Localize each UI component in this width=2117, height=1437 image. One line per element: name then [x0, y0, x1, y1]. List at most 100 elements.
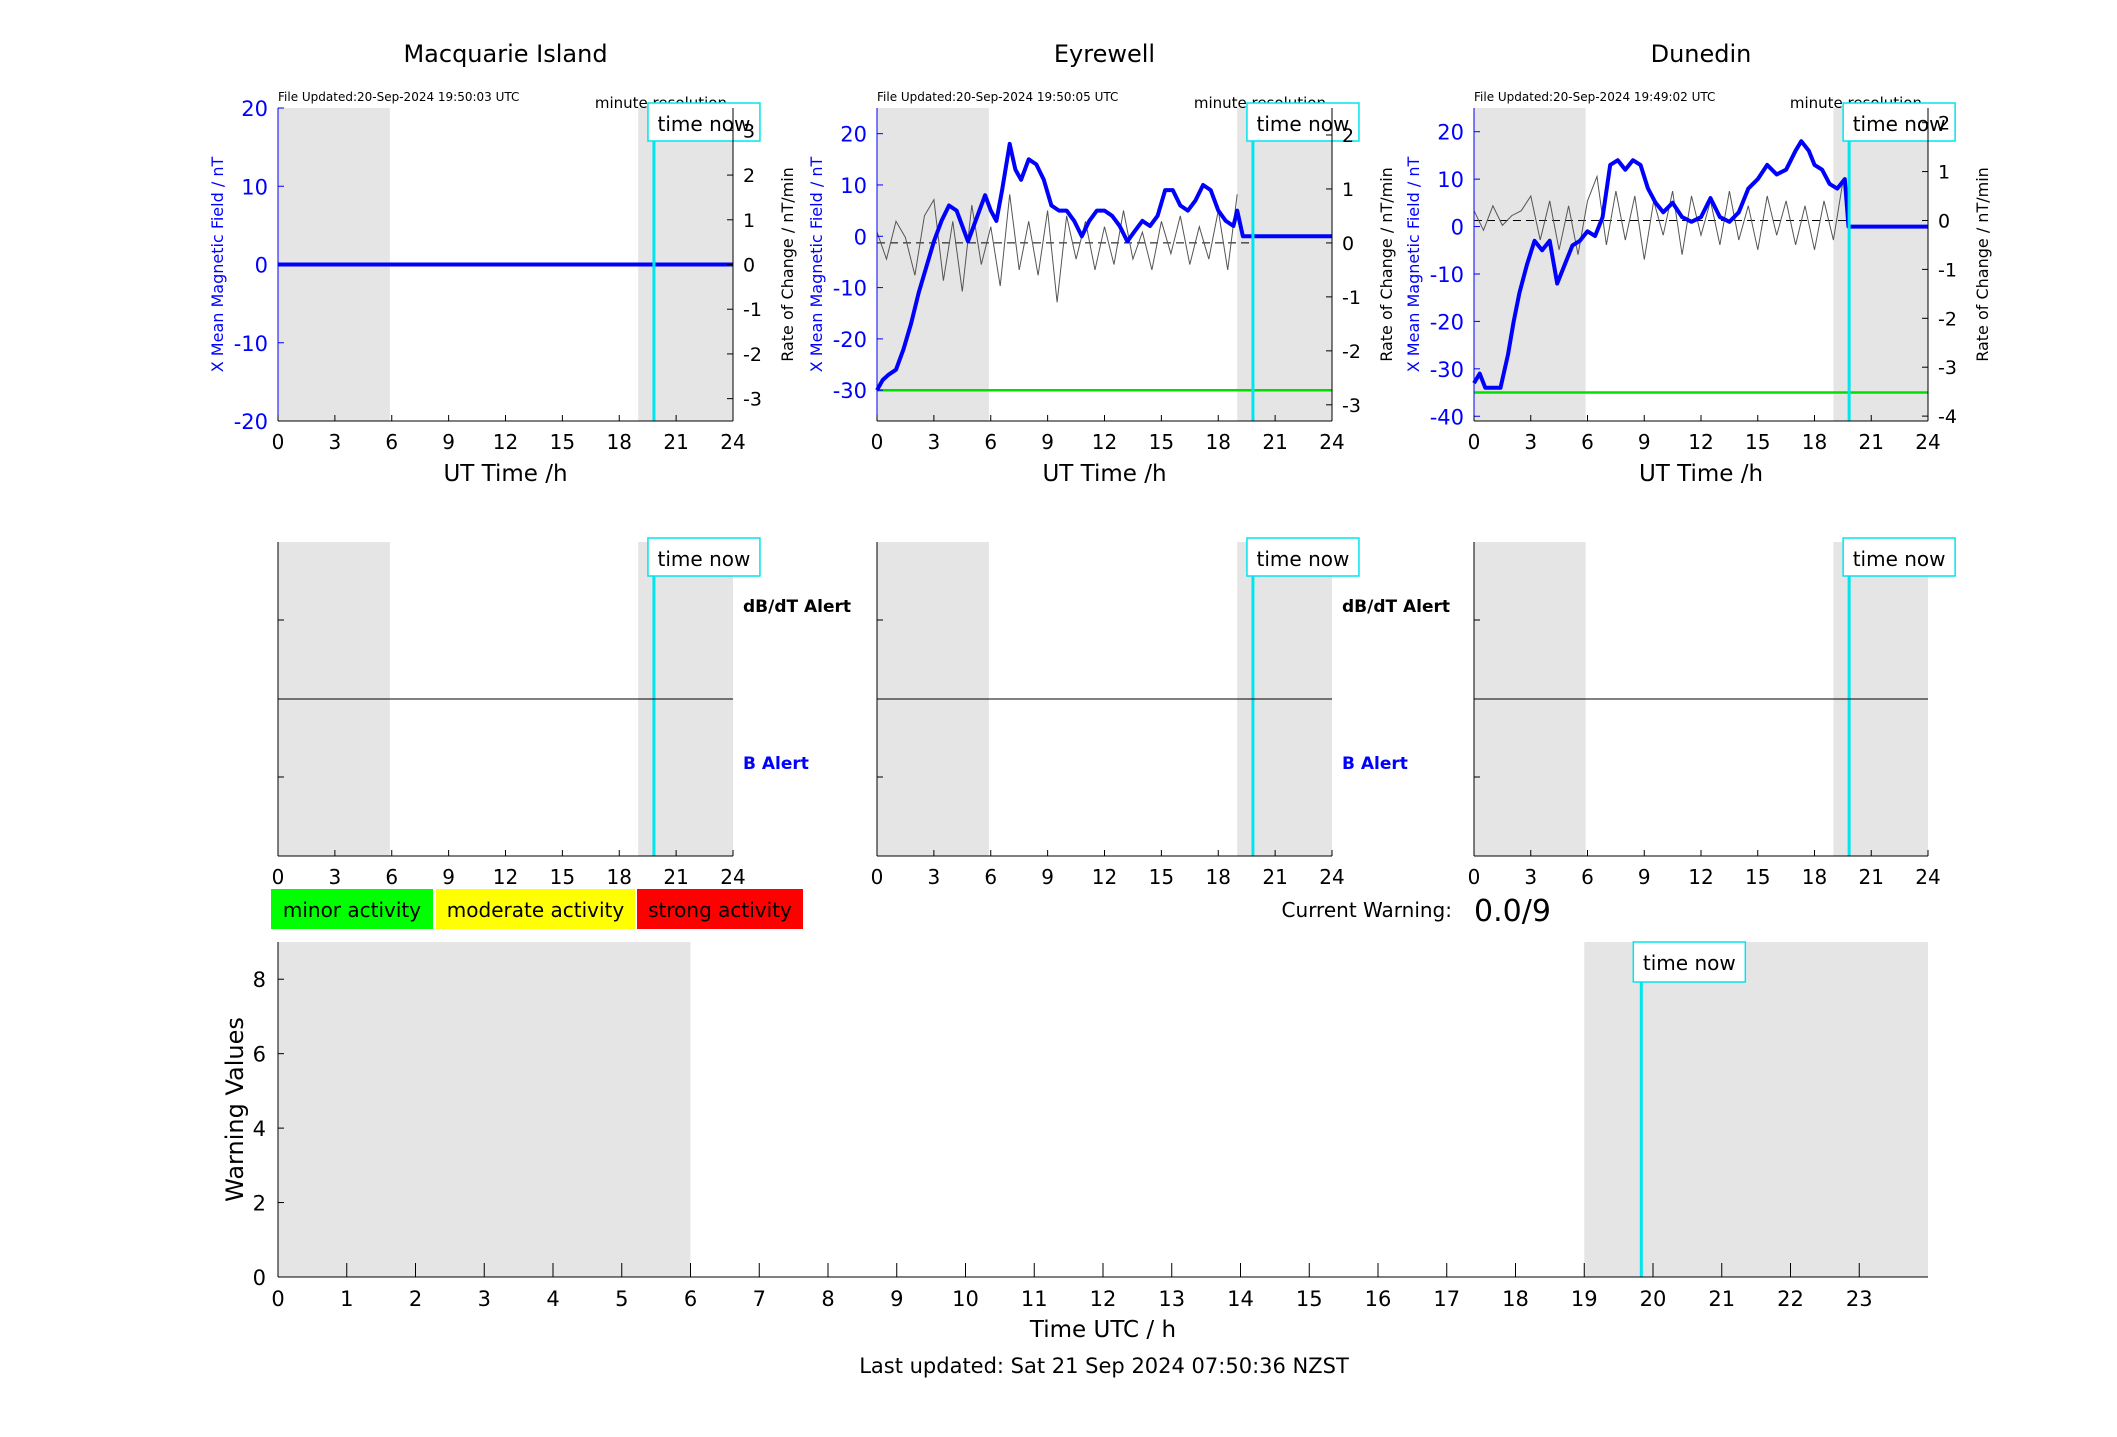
night-shading-0	[877, 108, 989, 421]
warning-x-tick-label: 16	[1365, 1287, 1392, 1311]
warning-x-tick-label: 21	[1708, 1287, 1735, 1311]
left-y-tick-label: -20	[234, 410, 268, 434]
time-now-box	[1632, 941, 1747, 983]
warning-y-tick-label: 6	[253, 1043, 266, 1067]
alert-x-tick-label: 21	[1262, 865, 1287, 889]
activity-legend-label: strong activity	[648, 898, 792, 922]
alert-x-tick-label: 9	[1041, 865, 1054, 889]
warning-x-tick-label: 5	[615, 1287, 628, 1311]
field-x-tick-label: 15	[1149, 430, 1174, 454]
alert-x-tick-label: 9	[442, 865, 455, 889]
right-y-axis-label: Rate of Change / nT/min	[1377, 167, 1396, 362]
warning-x-tick-label: 18	[1502, 1287, 1529, 1311]
alert-x-tick-label: 12	[1688, 865, 1713, 889]
warning-x-tick-label: 1	[340, 1287, 353, 1311]
alert-x-tick-label: 15	[1149, 865, 1174, 889]
alert-x-tick-label: 18	[1206, 865, 1231, 889]
left-y-tick-label: -10	[234, 332, 268, 356]
left-y-tick-label: 20	[1437, 121, 1464, 145]
file-updated-label: File Updated:20-Sep-2024 19:50:05 UTC	[877, 90, 1118, 104]
field-x-tick-label: 18	[607, 430, 632, 454]
field-x-tick-label: 0	[1468, 430, 1481, 454]
right-y-tick-label: 0	[743, 255, 755, 277]
warning-x-tick-label: 0	[271, 1287, 284, 1311]
field-x-tick-label: 21	[1262, 430, 1287, 454]
field-x-tick-label: 0	[871, 430, 884, 454]
alert-x-tick-label: 6	[1581, 865, 1594, 889]
left-y-tick-label: -10	[1430, 263, 1464, 287]
time-now-label: time now	[1853, 112, 1946, 136]
field-x-tick-label: 9	[1638, 430, 1651, 454]
time-now-box	[647, 537, 761, 577]
alert-x-tick-label: 18	[1802, 865, 1827, 889]
alert-x-tick-label: 3	[329, 865, 342, 889]
right-y-tick-label: -4	[1938, 406, 1957, 428]
left-y-tick-label: -30	[833, 379, 867, 403]
night-shading-0	[278, 942, 691, 1277]
warning-x-tick-label: 19	[1571, 1287, 1598, 1311]
right-y-tick-label: -3	[1938, 357, 1957, 379]
right-y-tick-label: 0	[1342, 233, 1354, 255]
last-updated-label: Last updated: Sat 21 Sep 2024 07:50:36 N…	[859, 1354, 1349, 1378]
right-y-tick-label: 2	[1342, 125, 1354, 147]
activity-legend-swatch-0	[271, 889, 433, 929]
field-x-tick-label: 15	[550, 430, 575, 454]
warning-y-tick-label: 2	[253, 1192, 266, 1216]
alert-x-tick-label: 12	[493, 865, 518, 889]
warning-y-tick-label: 4	[253, 1117, 266, 1141]
field-x-tick-label: 18	[1802, 430, 1827, 454]
alert-x-tick-label: 0	[1468, 865, 1481, 889]
right-y-tick-label: 3	[743, 120, 755, 142]
right-y-tick-label: 1	[1342, 179, 1354, 201]
alert-x-tick-label: 24	[720, 865, 745, 889]
warning-x-tick-label: 4	[546, 1287, 559, 1311]
x-axis-label: UT Time /h	[443, 461, 567, 487]
warning-y-tick-label: 8	[253, 968, 266, 992]
alert-x-tick-label: 24	[1915, 865, 1940, 889]
field-x-tick-label: 21	[663, 430, 688, 454]
field-x-tick-label: 24	[720, 430, 745, 454]
warning-y-axis-label: Warning Values	[221, 1017, 249, 1202]
right-y-tick-label: -2	[1342, 341, 1361, 363]
time-now-box	[647, 102, 761, 142]
field-x-tick-label: 12	[1688, 430, 1713, 454]
warning-x-axis-label: Time UTC / h	[1029, 1317, 1176, 1343]
right-y-tick-label: 2	[743, 165, 755, 187]
time-now-label: time now	[1257, 112, 1350, 136]
field-x-tick-label: 9	[1041, 430, 1054, 454]
right-y-tick-label: 1	[1938, 162, 1950, 184]
right-y-tick-label: -3	[1342, 395, 1361, 417]
warning-x-tick-label: 12	[1090, 1287, 1117, 1311]
dbdt-alert-label: dB/dT Alert	[1342, 597, 1450, 617]
alert-x-tick-label: 15	[550, 865, 575, 889]
right-y-tick-label: -2	[1938, 308, 1957, 330]
left-y-tick-label: -20	[833, 328, 867, 352]
warning-y-tick-label: 0	[253, 1266, 266, 1290]
left-y-tick-label: 20	[241, 97, 268, 121]
left-y-tick-label: 10	[840, 174, 867, 198]
warning-x-tick-label: 13	[1158, 1287, 1185, 1311]
rate-of-change-series	[1473, 174, 1844, 260]
time-now-label: time now	[658, 112, 751, 136]
left-y-tick-label: 20	[840, 123, 867, 147]
alert-x-tick-label: 21	[1859, 865, 1884, 889]
warning-x-tick-label: 17	[1433, 1287, 1460, 1311]
left-y-tick-label: 10	[1437, 168, 1464, 192]
x-axis-label: UT Time /h	[1639, 461, 1763, 487]
warning-x-tick-label: 11	[1021, 1287, 1048, 1311]
magnetic-field-series	[875, 141, 1332, 392]
activity-legend-label: minor activity	[283, 898, 421, 922]
time-now-box	[1246, 537, 1360, 577]
b-alert-label: B Alert	[743, 754, 809, 774]
night-shading-1	[1584, 942, 1928, 1277]
night-shading-1	[1833, 108, 1928, 421]
alert-x-tick-label: 18	[607, 865, 632, 889]
field-x-tick-label: 6	[385, 430, 398, 454]
current-warning-value: 0.0/9	[1474, 894, 1551, 929]
right-y-tick-label: 0	[1938, 210, 1950, 232]
alert-x-tick-label: 12	[1092, 865, 1117, 889]
left-y-tick-label: 0	[255, 254, 268, 278]
alert-x-tick-label: 24	[1319, 865, 1344, 889]
alert-x-tick-label: 6	[984, 865, 997, 889]
